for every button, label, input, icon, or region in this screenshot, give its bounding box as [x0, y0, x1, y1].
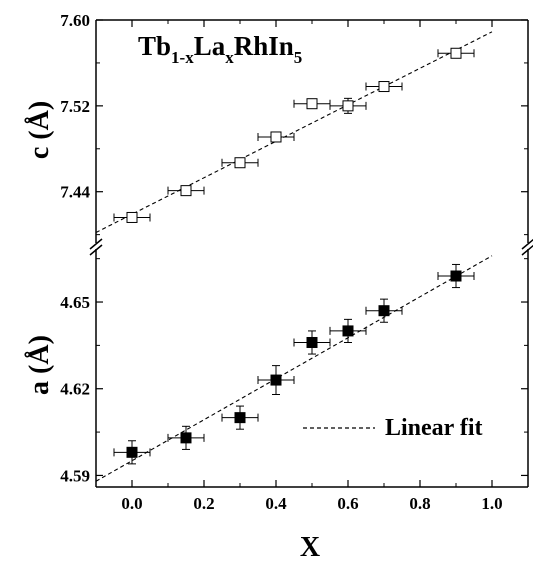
open-square-marker	[378, 81, 390, 93]
filled-square-marker	[180, 432, 192, 444]
open-square-marker	[270, 131, 282, 143]
filled-square-marker	[234, 412, 246, 424]
filled-square-marker	[270, 374, 282, 386]
x-tick-label: 0.6	[337, 494, 358, 513]
data-point-c	[329, 97, 367, 114]
legend-label: Linear fit	[385, 415, 483, 441]
title-sub-2: x	[225, 48, 234, 67]
open-square-marker	[234, 157, 246, 169]
data-point-c	[365, 81, 403, 93]
data-point-c	[437, 47, 475, 59]
y-tick-label-a: 4.62	[60, 380, 90, 399]
filled-square-marker	[450, 270, 462, 282]
xlabel: X	[300, 532, 320, 563]
axis-break-right-1	[521, 238, 533, 250]
chart-title: Tb1-xLaxRhIn5	[138, 31, 302, 67]
data-point-c	[221, 157, 259, 169]
y-tick-label-c: 7.44	[60, 183, 90, 202]
data-point-a	[437, 263, 475, 289]
x-tick-label: 0.8	[409, 494, 430, 513]
fit-line-c	[95, 31, 493, 233]
ylabel-c-letter: c	[24, 147, 55, 159]
data-point-a	[167, 425, 205, 450]
ylabel-a-unit: (Å)	[24, 335, 55, 374]
open-square-marker	[126, 211, 138, 223]
axis-break-left-1	[89, 238, 103, 250]
data-point-a	[221, 405, 259, 430]
ylabel-c-unit: (Å)	[24, 101, 55, 140]
data-point-c	[257, 131, 295, 143]
filled-square-marker	[126, 446, 138, 458]
ylabel-a-letter: a	[24, 381, 55, 395]
title-base-1: Tb	[138, 31, 171, 61]
data-point-a	[365, 298, 403, 323]
ylabel-a-group: a (Å)	[24, 335, 55, 395]
axis-break-right-2	[521, 244, 533, 256]
y-tick-label-c: 7.52	[60, 97, 90, 116]
axis-ticks: 0.0 0.2 0.4 0.6 0.8 1.0 7.44 7.52 7.60 4.59 4.62 4.…	[60, 11, 528, 513]
open-square-marker	[306, 98, 318, 110]
data-point-c	[113, 211, 151, 223]
data-point-c	[167, 185, 205, 197]
title-sub-1: 1-x	[171, 48, 194, 67]
x-tick-label: 0.2	[193, 494, 214, 513]
open-square-marker	[450, 47, 462, 59]
data-points	[113, 47, 475, 465]
y-tick-label-a: 4.65	[60, 293, 90, 312]
data-point-a	[113, 440, 151, 465]
x-tick-label: 0.4	[265, 494, 287, 513]
y-tick-label-a: 4.59	[60, 466, 90, 485]
fit-line-a	[95, 255, 493, 482]
axis-break-left-2	[89, 244, 103, 256]
title-sub-3: 5	[294, 48, 303, 67]
ylabel-c-group: c (Å)	[24, 101, 55, 159]
title-base-3: RhIn	[234, 31, 294, 61]
data-point-a	[257, 365, 295, 396]
ylabel-c: c (Å)	[24, 101, 55, 159]
y-tick-label-c: 7.60	[60, 11, 90, 30]
filled-square-marker	[342, 325, 354, 337]
data-point-c	[293, 98, 331, 110]
data-point-a	[293, 330, 331, 355]
title-base-2: La	[194, 31, 226, 61]
ylabel-a: a (Å)	[24, 335, 55, 395]
fit-lines	[95, 31, 493, 482]
data-point-a	[329, 318, 367, 343]
x-tick-label: 1.0	[481, 494, 502, 513]
x-tick-label: 0.0	[121, 494, 142, 513]
open-square-marker	[180, 185, 192, 197]
open-square-marker	[342, 100, 354, 112]
filled-square-marker	[306, 336, 318, 348]
filled-square-marker	[378, 305, 390, 317]
